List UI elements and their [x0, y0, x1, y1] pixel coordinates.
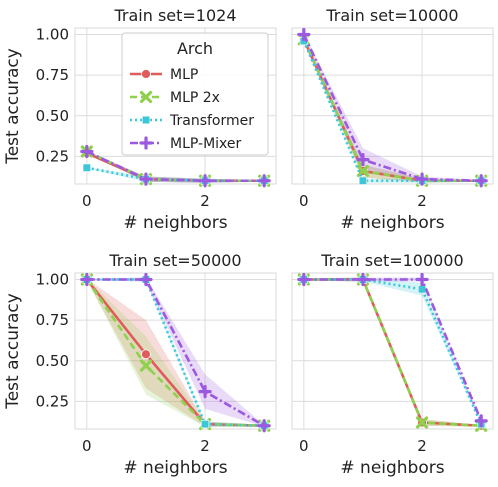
- x-tick-label: 2: [417, 192, 427, 210]
- legend-label: Transformer: [169, 113, 254, 129]
- x-tick-label: 2: [200, 192, 210, 210]
- legend-label: MLP 2x: [170, 90, 220, 106]
- band-transformer: [86, 277, 265, 427]
- panel-title: Train set=50000: [108, 251, 241, 270]
- point-transformer: [82, 163, 91, 172]
- legend-title: Arch: [177, 39, 213, 58]
- point-mlp-mixer: [415, 272, 429, 287]
- legend-marker-mlp-mixer: [139, 136, 153, 150]
- x-tick-label: 0: [82, 192, 92, 210]
- panel-3: Train set=50000 0 2 # neighbors 0.25 0.50 0.75…: [3, 251, 277, 478]
- point-mlp-mixer: [80, 144, 94, 159]
- panel-4: Train set=100000 0 2 # neighbors: [291, 251, 494, 478]
- point-mlp-mixer: [257, 419, 271, 433]
- y-tick-label: 0.75: [36, 66, 69, 84]
- panel-title: Train set=1024: [113, 6, 236, 25]
- series-line-mlp-2x: [303, 278, 482, 428]
- point-mlp-mixer: [80, 272, 94, 287]
- y-tick-label: 0.50: [36, 352, 69, 370]
- x-axis-label: # neighbors: [123, 458, 227, 478]
- panel-title: Train set=100000: [320, 251, 463, 270]
- panel-2: Train set=10000 0 2 # neighbors: [291, 6, 494, 233]
- band-transformer: [303, 40, 482, 183]
- point-mlp-2x: [415, 416, 429, 429]
- y-tick-label: 0.75: [36, 311, 69, 329]
- y-tick-label: 0.25: [36, 392, 69, 410]
- y-axis-label: Test accuracy: [3, 293, 23, 410]
- point-mlp-mixer: [257, 174, 271, 188]
- point-mlp-2x: [356, 164, 370, 178]
- series-line-mlp-2x: [86, 150, 265, 183]
- y-tick-label: 1.00: [36, 271, 69, 289]
- legend-label: MLP-Mixer: [170, 136, 242, 152]
- legend-marker-mlp-2x: [139, 90, 153, 104]
- legend-marker-mlp: [141, 69, 151, 79]
- point-mlp-mixer: [415, 172, 429, 186]
- series-line-mlp-mixer: [86, 150, 265, 183]
- series-line-mlp-mixer: [86, 278, 265, 427]
- panel-frame: [291, 27, 494, 185]
- point-mlp-mixer: [356, 272, 370, 287]
- point-transformer: [358, 176, 368, 185]
- point-transformer: [200, 420, 210, 429]
- panel-title: Train set=10000: [325, 6, 458, 25]
- series-line-mlp-mixer: [302, 33, 482, 183]
- legend-label: MLP: [170, 67, 198, 83]
- point-mlp-mixer: [474, 174, 488, 188]
- series-line-transformer: [86, 166, 265, 183]
- y-tick-label: 1.00: [36, 26, 69, 44]
- legend-marker-transformer: [141, 115, 151, 125]
- point-mlp-mixer: [474, 414, 488, 428]
- point-mlp-mixer: [139, 172, 153, 186]
- x-tick-label: 2: [417, 437, 427, 455]
- point-transformer: [417, 285, 427, 294]
- band-mlp-2x: [86, 278, 265, 427]
- series-line-mlp-2x: [85, 278, 265, 428]
- point-mlp-mixer: [139, 272, 153, 287]
- x-tick-label: 2: [200, 437, 210, 455]
- series-line-mlp-mixer: [303, 278, 483, 422]
- x-axis-label: # neighbors: [123, 213, 227, 233]
- legend-box: [121, 32, 269, 156]
- x-axis-label: # neighbors: [340, 458, 444, 478]
- y-axis-label: Test accuracy: [3, 48, 23, 165]
- x-tick-label: 0: [299, 192, 309, 210]
- y-tick-label: 0.25: [36, 147, 69, 165]
- band-mlp: [86, 278, 265, 427]
- point-mlp: [141, 349, 151, 360]
- point-mlp-mixer: [297, 27, 311, 42]
- point-mlp-mixer: [356, 153, 370, 167]
- x-tick-label: 0: [299, 437, 309, 455]
- legend: Arch MLP MLP 2x Transformer MLP-Mixer: [121, 32, 269, 156]
- point-mlp-2x: [139, 359, 153, 372]
- x-tick-label: 0: [82, 437, 92, 455]
- series-line-mlp: [85, 278, 265, 428]
- band-mlp-mixer: [86, 277, 265, 427]
- point-mlp-mixer: [297, 272, 311, 287]
- point-mlp-mixer: [198, 174, 212, 188]
- x-axis-label: # neighbors: [340, 213, 444, 233]
- point-mlp-mixer: [198, 385, 212, 399]
- y-tick-label: 0.50: [36, 107, 69, 125]
